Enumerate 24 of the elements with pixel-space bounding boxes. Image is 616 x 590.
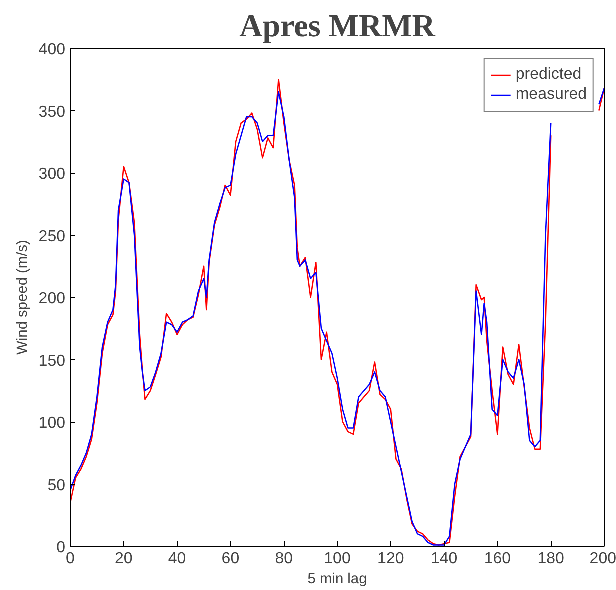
x-tick-label: 180 — [538, 550, 565, 568]
x-tick-label: 160 — [484, 550, 512, 568]
x-tick-label: 60 — [222, 550, 240, 568]
y-tick-label: 50 — [48, 477, 66, 494]
y-tick-label: 250 — [38, 228, 66, 246]
x-tick-label: 20 — [115, 550, 133, 568]
x-tick-label: 100 — [324, 550, 351, 568]
y-tick-label: 150 — [38, 352, 66, 370]
y-axis-title: Wind speed (m/s) — [14, 240, 31, 355]
x-tick-label: 140 — [430, 550, 458, 568]
chart-title: Apres MRMR — [240, 8, 436, 44]
legend-label: predicted — [516, 66, 582, 84]
x-axis-title: 5 min lag — [308, 572, 368, 588]
y-tick-label: 400 — [38, 42, 66, 58]
y-tick-label: 0 — [56, 540, 66, 556]
x-tick-label: 200 — [590, 550, 616, 568]
x-tick-label: 40 — [168, 550, 186, 568]
x-tick-label: 80 — [275, 550, 294, 568]
y-tick-label: 200 — [38, 290, 66, 308]
y-tick-label: 100 — [38, 415, 66, 432]
legend-label: measured — [516, 86, 587, 104]
y-tick-label: 300 — [38, 166, 66, 183]
x-tick-label: 120 — [378, 550, 404, 568]
y-tick-label: 350 — [38, 104, 66, 121]
